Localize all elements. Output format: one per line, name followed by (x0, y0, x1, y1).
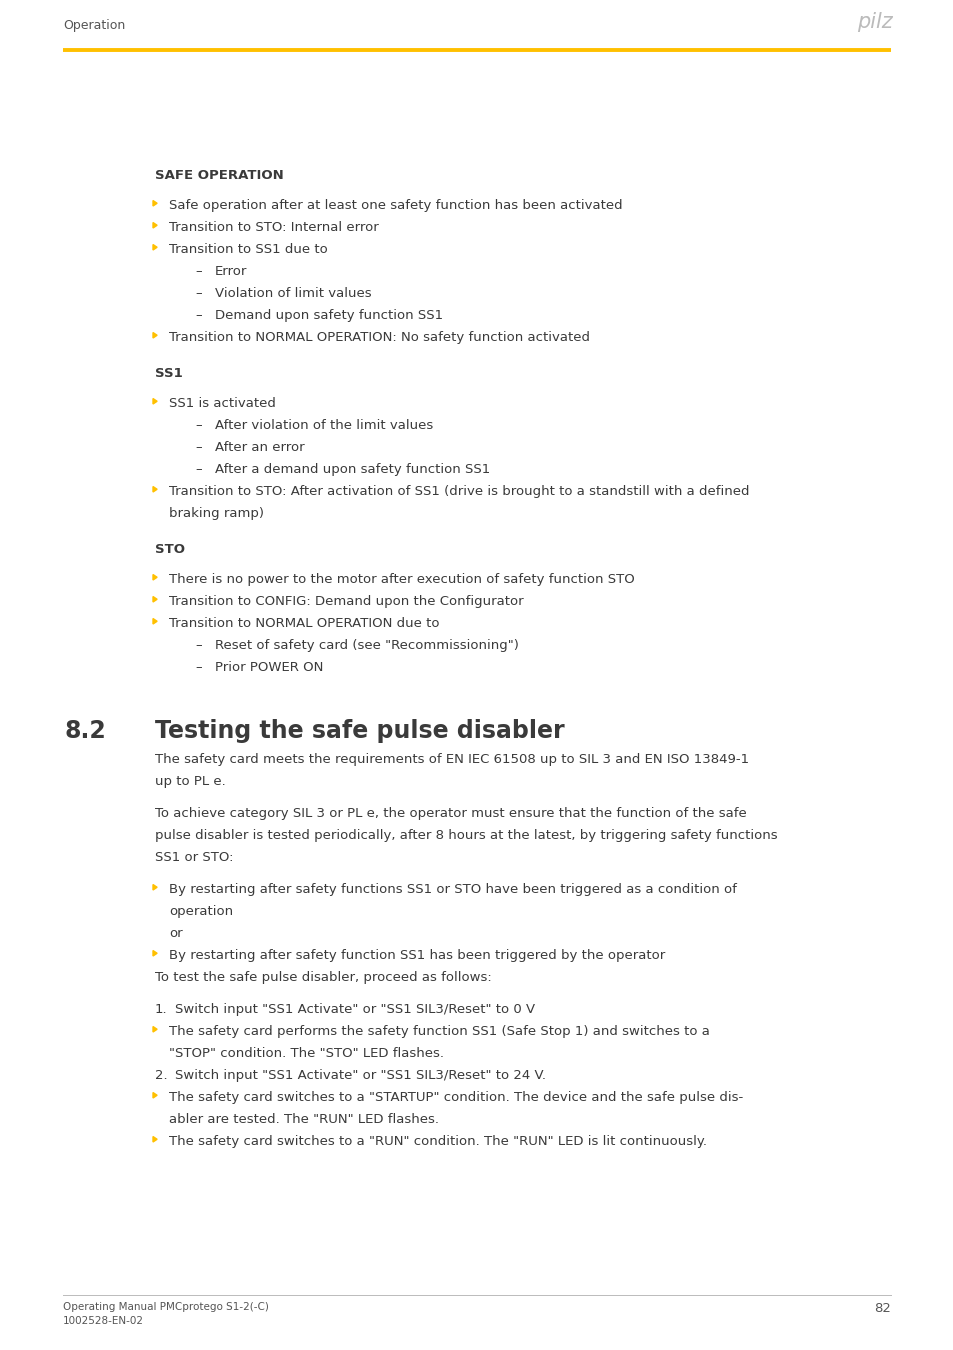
Text: operation: operation (169, 904, 233, 918)
Text: Switch input "SS1 Activate" or "SS1 SIL3/Reset" to 24 V.: Switch input "SS1 Activate" or "SS1 SIL3… (174, 1069, 545, 1081)
Text: 8.2: 8.2 (65, 720, 107, 743)
Text: To test the safe pulse disabler, proceed as follows:: To test the safe pulse disabler, proceed… (154, 971, 491, 984)
Text: The safety card switches to a "STARTUP" condition. The device and the safe pulse: The safety card switches to a "STARTUP" … (169, 1091, 742, 1104)
Text: –: – (194, 288, 201, 300)
Text: 82: 82 (873, 1301, 890, 1315)
Text: Prior POWER ON: Prior POWER ON (214, 662, 323, 674)
Text: up to PL e.: up to PL e. (154, 775, 226, 788)
Text: Error: Error (214, 265, 247, 278)
Text: SS1 or STO:: SS1 or STO: (154, 850, 233, 864)
Text: Transition to SS1 due to: Transition to SS1 due to (169, 243, 328, 256)
Text: –: – (194, 418, 201, 432)
Text: There is no power to the motor after execution of safety function STO: There is no power to the motor after exe… (169, 572, 634, 586)
Text: –: – (194, 441, 201, 454)
Text: To achieve category SIL 3 or PL e, the operator must ensure that the function of: To achieve category SIL 3 or PL e, the o… (154, 807, 746, 819)
Text: Safe operation after at least one safety function has been activated: Safe operation after at least one safety… (169, 198, 622, 212)
Polygon shape (152, 575, 157, 580)
Polygon shape (152, 950, 157, 956)
Polygon shape (152, 332, 157, 338)
Text: abler are tested. The "RUN" LED flashes.: abler are tested. The "RUN" LED flashes. (169, 1112, 438, 1126)
Polygon shape (152, 1137, 157, 1142)
Text: Transition to CONFIG: Demand upon the Configurator: Transition to CONFIG: Demand upon the Co… (169, 595, 523, 608)
Text: –: – (194, 463, 201, 477)
Text: Reset of safety card (see "Recommissioning"): Reset of safety card (see "Recommissioni… (214, 639, 518, 652)
Text: pulse disabler is tested periodically, after 8 hours at the latest, by triggerin: pulse disabler is tested periodically, a… (154, 829, 777, 842)
Polygon shape (152, 398, 157, 404)
Text: After an error: After an error (214, 441, 304, 454)
Text: The safety card switches to a "RUN" condition. The "RUN" LED is lit continuously: The safety card switches to a "RUN" cond… (169, 1135, 706, 1148)
Text: "STOP" condition. The "STO" LED flashes.: "STOP" condition. The "STO" LED flashes. (169, 1048, 443, 1060)
Text: By restarting after safety function SS1 has been triggered by the operator: By restarting after safety function SS1 … (169, 949, 664, 963)
Text: Testing the safe pulse disabler: Testing the safe pulse disabler (154, 720, 564, 743)
Polygon shape (152, 223, 157, 228)
Text: Operation: Operation (63, 19, 125, 32)
Text: 1.: 1. (154, 1003, 168, 1017)
Text: braking ramp): braking ramp) (169, 508, 264, 520)
Text: –: – (194, 662, 201, 674)
Polygon shape (152, 597, 157, 602)
Text: The safety card performs the safety function SS1 (Safe Stop 1) and switches to a: The safety card performs the safety func… (169, 1025, 709, 1038)
Text: After violation of the limit values: After violation of the limit values (214, 418, 433, 432)
Text: Transition to STO: After activation of SS1 (drive is brought to a standstill wit: Transition to STO: After activation of S… (169, 485, 749, 498)
Text: SS1 is activated: SS1 is activated (169, 397, 275, 410)
Text: SS1: SS1 (154, 367, 183, 379)
Text: SAFE OPERATION: SAFE OPERATION (154, 169, 283, 182)
Text: 1002528-EN-02: 1002528-EN-02 (63, 1316, 144, 1326)
Text: Operating Manual PMCprotego S1-2(-C): Operating Manual PMCprotego S1-2(-C) (63, 1301, 269, 1312)
Polygon shape (152, 486, 157, 491)
Text: By restarting after safety functions SS1 or STO have been triggered as a conditi: By restarting after safety functions SS1… (169, 883, 736, 896)
Polygon shape (152, 618, 157, 624)
Text: Demand upon safety function SS1: Demand upon safety function SS1 (214, 309, 442, 323)
Text: Transition to NORMAL OPERATION: No safety function activated: Transition to NORMAL OPERATION: No safet… (169, 331, 589, 344)
Text: The safety card meets the requirements of EN IEC 61508 up to SIL 3 and EN ISO 13: The safety card meets the requirements o… (154, 753, 748, 765)
Polygon shape (152, 1026, 157, 1031)
Text: –: – (194, 309, 201, 323)
Text: Transition to NORMAL OPERATION due to: Transition to NORMAL OPERATION due to (169, 617, 439, 630)
Text: After a demand upon safety function SS1: After a demand upon safety function SS1 (214, 463, 490, 477)
Polygon shape (152, 1092, 157, 1098)
Text: 2.: 2. (154, 1069, 168, 1081)
Text: STO: STO (154, 543, 185, 556)
Text: Violation of limit values: Violation of limit values (214, 288, 372, 300)
Text: –: – (194, 639, 201, 652)
Text: Transition to STO: Internal error: Transition to STO: Internal error (169, 221, 378, 234)
Text: pilz: pilz (857, 12, 892, 32)
Text: or: or (169, 927, 182, 940)
Polygon shape (152, 244, 157, 250)
Polygon shape (152, 884, 157, 890)
Polygon shape (152, 201, 157, 207)
Text: Switch input "SS1 Activate" or "SS1 SIL3/Reset" to 0 V: Switch input "SS1 Activate" or "SS1 SIL3… (174, 1003, 535, 1017)
Text: –: – (194, 265, 201, 278)
